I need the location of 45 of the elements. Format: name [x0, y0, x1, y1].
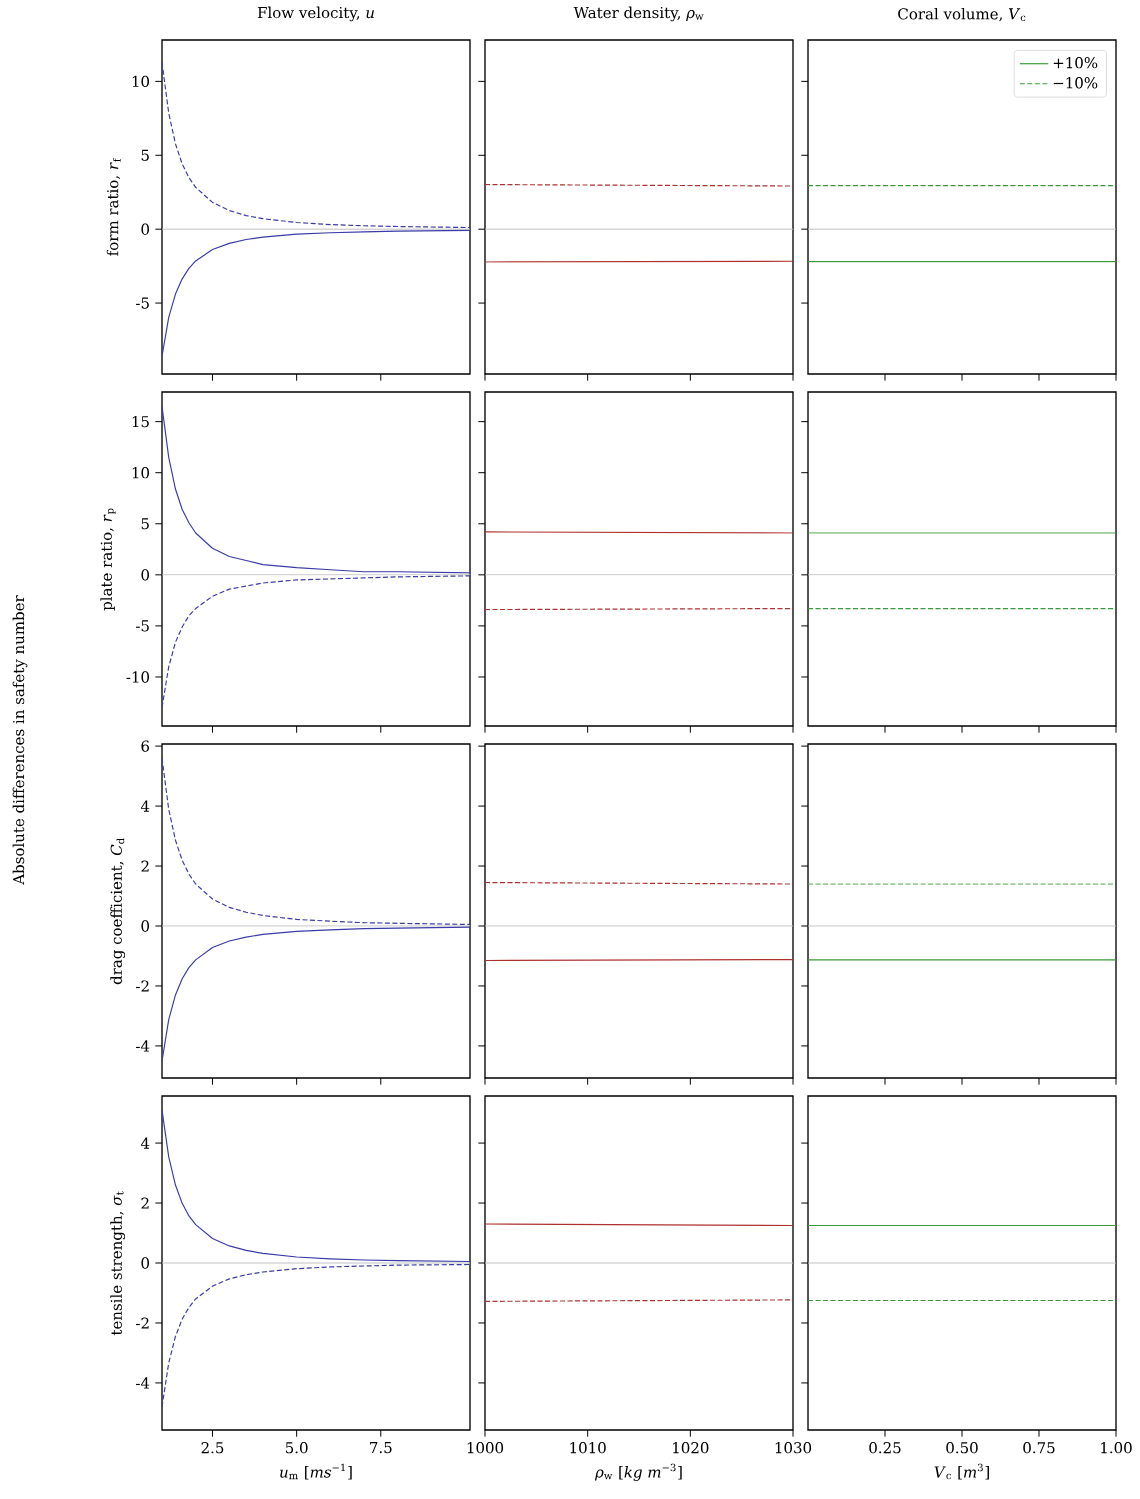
y-tick-label: 4	[140, 800, 150, 812]
chart-title: Water density, ρ$_{w}$	[573, 6, 704, 22]
x-tick-label: 0.25	[869, 1442, 901, 1454]
x-tick-label: 1020	[673, 1442, 709, 1454]
y-tick-label: 0	[141, 920, 149, 932]
y-axis-title: form ratio, r$_{f}$	[106, 157, 121, 256]
y-tick-label: -2	[136, 980, 149, 992]
x-tick-label: 0.50	[946, 1442, 978, 1454]
y-tick-label: -4	[136, 1040, 150, 1052]
x-tick-label: 5.0	[286, 1442, 308, 1454]
y-tick-label: -4	[136, 1377, 150, 1389]
legend-label: −10%	[1053, 77, 1098, 89]
y-axis-title: drag coefficient, C$_{d}$	[110, 838, 126, 985]
x-tick-label: 1010	[570, 1442, 606, 1454]
y-tick-label: 0	[141, 569, 149, 581]
y-tick-label: -10	[126, 671, 149, 683]
y-axis-title: tensile strength, σ$_{t}$	[110, 1191, 126, 1336]
y-tick-label: 0	[141, 1257, 149, 1269]
y-tick-label: 15	[132, 415, 149, 428]
x-tick-label: 1030	[775, 1442, 812, 1454]
y-tick-label: 4	[140, 1137, 150, 1149]
legend-label: +10%	[1053, 57, 1098, 69]
y-axis-title: plate ratio, r$_{p}$	[100, 508, 116, 611]
y-tick-label: 5	[141, 149, 149, 161]
y-tick-label: 2	[141, 1197, 149, 1209]
x-axis-title: u$_{m}$ [ms$^{−1}$]	[280, 1463, 352, 1480]
x-tick-label: 7.5	[370, 1442, 392, 1454]
text: Absolute differences in safety number	[12, 595, 28, 885]
y-tick-label: 0	[141, 223, 149, 235]
x-tick-label: 1000	[467, 1442, 504, 1454]
y-tick-label: 10	[132, 75, 149, 88]
y-tick-label: -2	[136, 1317, 149, 1329]
y-tick-label: 6	[141, 740, 150, 752]
y-tick-label: -5	[136, 620, 149, 632]
y-tick-label: 2	[141, 860, 149, 872]
x-tick-label: 2.5	[201, 1442, 224, 1454]
y-tick-label: -5	[136, 297, 149, 309]
x-axis-title: ρ$_{w}$ [kg m$^{−3}$]	[594, 1463, 682, 1481]
x-axis-title: V$_{c}$ [m$^{3}$]	[934, 1463, 989, 1480]
x-tick-label: 0.75	[1023, 1442, 1055, 1454]
y-tick-label: 5	[141, 518, 149, 530]
chart-title: Coral volume, V$_{c}$	[898, 7, 1026, 22]
y-tick-label: 10	[132, 467, 149, 479]
x-tick-label: 1.00	[1101, 1442, 1132, 1454]
chart-title: Flow velocity, u	[257, 6, 374, 22]
